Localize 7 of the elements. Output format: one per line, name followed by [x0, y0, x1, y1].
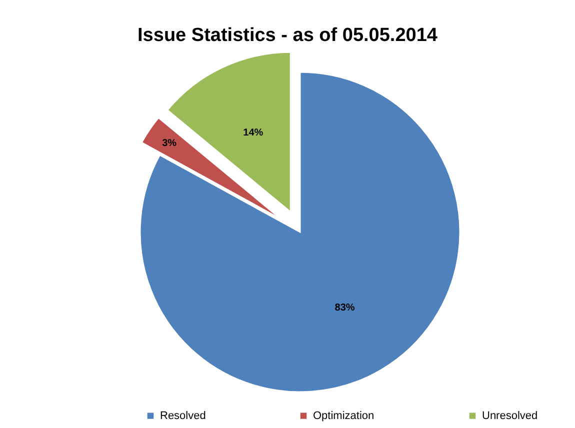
legend-label: Unresolved: [482, 410, 538, 422]
data-label: 83%: [334, 302, 355, 314]
legend-label: Resolved: [160, 410, 206, 422]
chart-title: Issue Statistics - as of 05.05.2014: [138, 25, 438, 46]
data-label: 14%: [243, 127, 264, 138]
legend-label: Optimization: [313, 410, 374, 422]
data-label: 3%: [162, 138, 177, 150]
